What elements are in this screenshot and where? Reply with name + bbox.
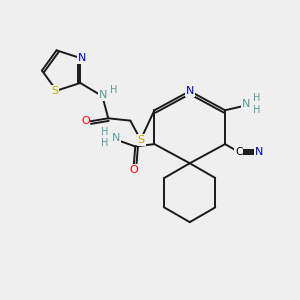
Text: H: H [101,138,108,148]
Text: N: N [112,133,120,143]
Text: C: C [235,147,242,157]
Text: O: O [81,116,90,126]
Text: H: H [253,93,261,103]
Text: H: H [110,85,117,95]
Text: H: H [253,105,261,115]
Text: N: N [242,99,250,110]
Text: N: N [255,147,263,157]
Text: O: O [129,165,138,175]
Text: N: N [186,86,194,96]
Text: H: H [101,127,108,137]
Text: S: S [138,135,145,145]
Text: N: N [78,53,86,63]
Text: S: S [52,86,59,96]
Text: N: N [98,90,107,100]
